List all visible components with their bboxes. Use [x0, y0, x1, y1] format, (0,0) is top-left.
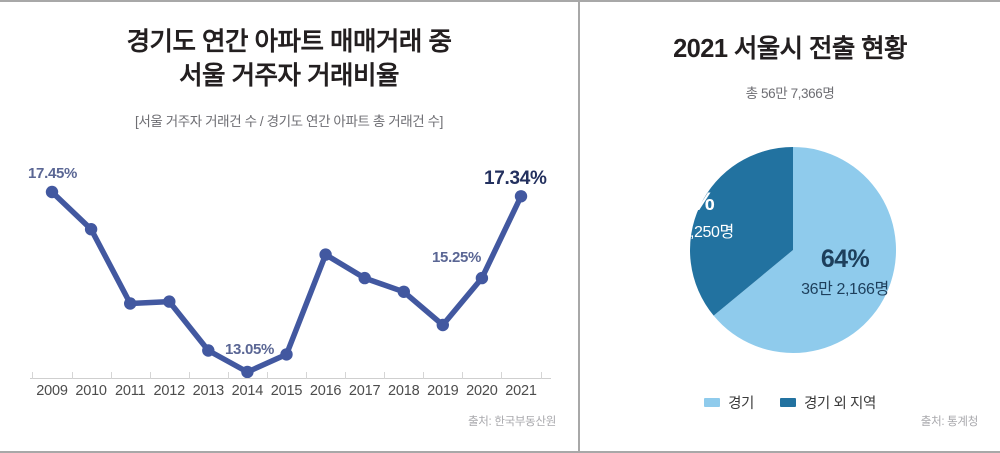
- pie-slice-gyeonggi: [713, 147, 897, 353]
- line-series-markers: [45, 185, 528, 379]
- line-marker-2015: [280, 348, 293, 361]
- panel-divider: [578, 0, 580, 453]
- x-tick: [227, 372, 229, 379]
- line-marker-2020: [475, 271, 489, 285]
- line-marker-2009: [45, 185, 59, 199]
- data-label-2014: 13.05%: [225, 341, 275, 358]
- x-label-2014: 2014: [231, 383, 264, 399]
- x-label-2010: 2010: [75, 383, 107, 399]
- x-tick: [501, 372, 503, 379]
- x-tick: [540, 372, 542, 379]
- x-label-2009: 2009: [36, 383, 68, 399]
- pie-slice-other: [690, 147, 793, 316]
- x-axis-labels: 2009 2010 2011 2012 2013 2014 2015 2016 2017 2018…: [30, 383, 551, 405]
- left-panel: 경기도 연간 아파트 매매거래 중 서울 거주자 거래비율 [서울 거주자 거래…: [0, 26, 578, 428]
- pie-label-gyeonggi-count: 36만 2,166명: [801, 281, 889, 298]
- left-title-line1: 경기도 연간 아파트 매매거래 중: [126, 28, 452, 56]
- line-marker-2013: [202, 344, 215, 357]
- legend-item-0[interactable]: 경기: [704, 392, 754, 413]
- pie-chart-svg: [690, 147, 897, 353]
- x-label-2012: 2012: [153, 383, 186, 399]
- line-series-path: [49, 189, 524, 375]
- x-tick: [71, 372, 73, 379]
- data-label-2020: 15.25%: [432, 249, 482, 266]
- x-tick: [384, 372, 386, 379]
- pie-chart-plot: 64% 36만 2,166명 36% 20만 5,250명: [580, 110, 1000, 382]
- pie-label-other: 36% 20만 5,250명: [605, 188, 775, 242]
- line-marker-2018: [397, 285, 410, 298]
- line-marker-2021: [514, 190, 528, 203]
- line-marker-2014: [241, 365, 254, 379]
- legend-label: 경기: [728, 396, 754, 412]
- pie-label-gyeonggi: 64% 36만 2,166명: [760, 245, 930, 299]
- line-marker-2016: [319, 248, 332, 261]
- line-marker-2010: [84, 223, 98, 236]
- right-panel-source: 출처: 통계청: [920, 416, 979, 428]
- pie-legend: 경기 경기 외 지역: [580, 392, 1000, 413]
- left-panel-subtitle: [서울 거주자 거래건 수 / 경기도 연간 아파트 총 거래건 수]: [135, 114, 443, 129]
- legend-swatch-icon: [779, 398, 796, 407]
- x-tick: [110, 372, 112, 379]
- left-panel-source: 출처: 한국부동산원: [467, 416, 556, 428]
- x-label-2020: 2020: [466, 383, 498, 399]
- pie-label-other-pct: 36%: [665, 188, 715, 216]
- left-title-line2: 서울 거주자 거래비율: [179, 61, 399, 90]
- line-marker-2011: [124, 297, 137, 310]
- x-label-2018: 2018: [388, 383, 420, 399]
- x-label-2011: 2011: [114, 383, 146, 399]
- right-panel: 2021 서울시 전출 현황 총 56만 7,366명 64% 36만 2,16…: [580, 0, 1000, 453]
- pie-label-gyeonggi-pct: 64%: [820, 245, 870, 273]
- right-panel-title: 2021 서울시 전출 현황: [673, 35, 907, 63]
- x-tick: [423, 372, 425, 379]
- line-marker-2019: [436, 318, 449, 332]
- x-tick: [32, 372, 34, 379]
- data-label-2009: 17.45%: [28, 165, 78, 182]
- x-label-2016: 2016: [309, 383, 342, 399]
- line-chart-plot: [0, 150, 578, 390]
- x-label-2013: 2013: [192, 383, 225, 399]
- x-tick: [188, 372, 190, 379]
- x-tick: [149, 372, 151, 379]
- legend-item-1[interactable]: 경기 외 지역: [779, 392, 876, 413]
- x-label-2015: 2015: [270, 383, 303, 399]
- right-panel-subtitle: 총 56만 7,366명: [745, 86, 835, 101]
- x-tick: [345, 372, 347, 379]
- x-label-2021: 2021: [505, 383, 537, 399]
- x-tick: [462, 372, 464, 379]
- x-axis-line: [30, 378, 551, 379]
- x-label-2019: 2019: [427, 383, 459, 399]
- pie-label-other-count: 20만 5,250명: [646, 224, 734, 241]
- line-chart-svg: [45, 185, 528, 379]
- x-tick: [266, 372, 268, 379]
- line-marker-2012: [163, 295, 176, 308]
- x-tick: [306, 372, 308, 379]
- data-label-2021: 17.34%: [484, 168, 547, 189]
- legend-label: 경기 외 지역: [803, 396, 876, 412]
- x-label-2017: 2017: [348, 383, 381, 399]
- left-panel-title: 경기도 연간 아파트 매매거래 중 서울 거주자 거래비율: [0, 26, 578, 93]
- legend-swatch-icon: [704, 398, 721, 407]
- line-marker-2017: [358, 271, 371, 285]
- x-axis-ticks: [0, 372, 578, 380]
